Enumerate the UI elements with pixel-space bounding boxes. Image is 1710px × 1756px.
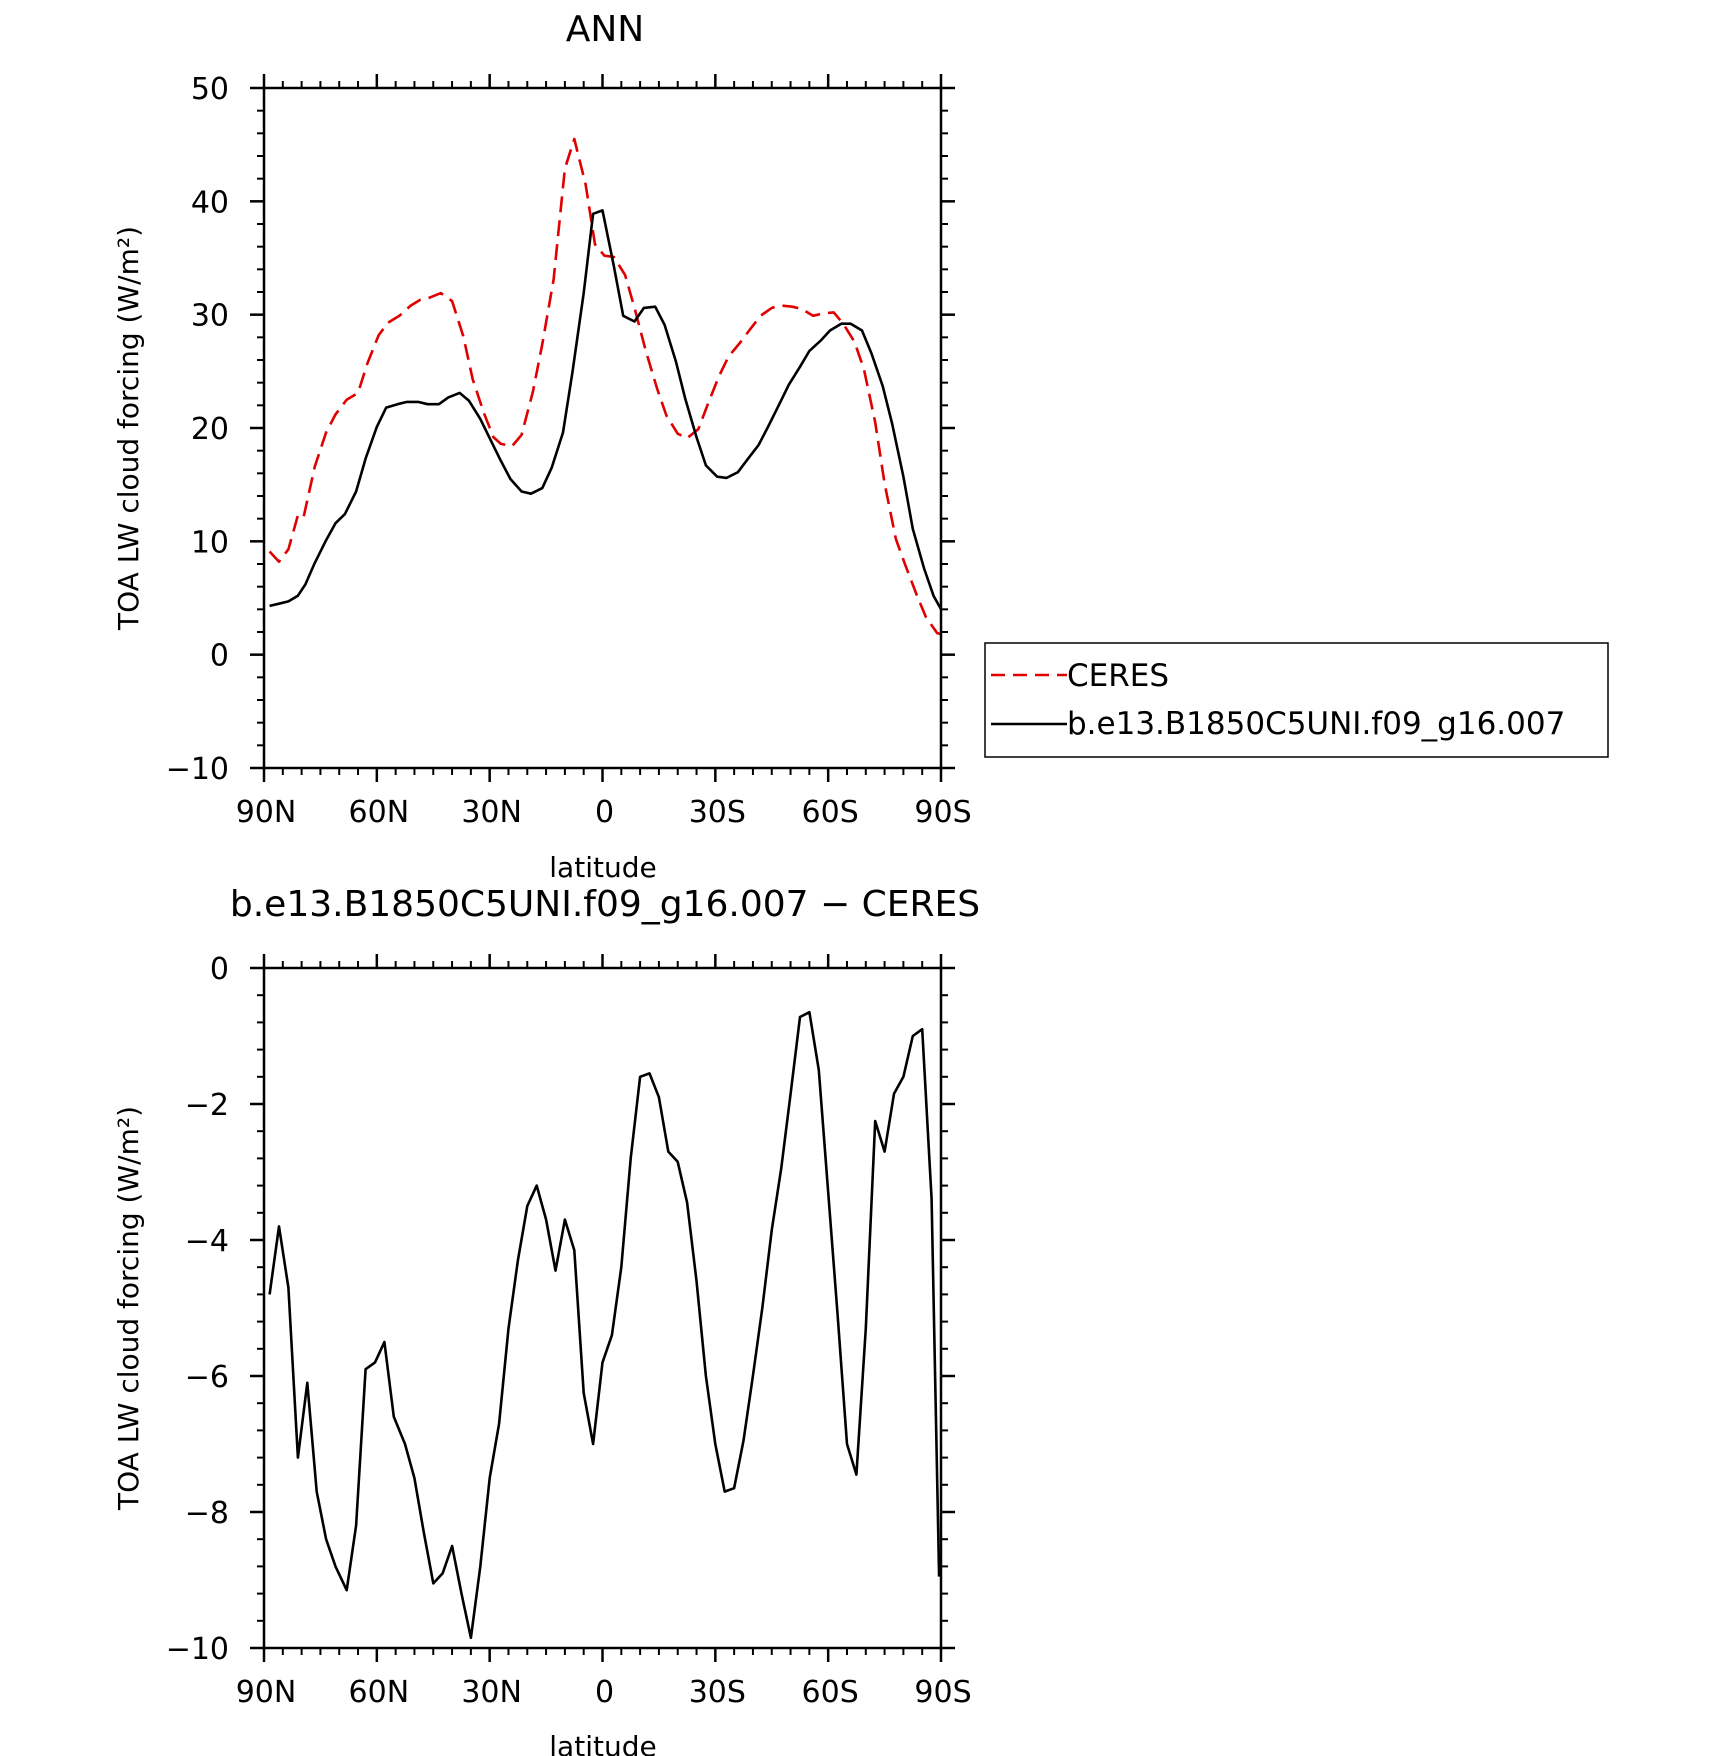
x-tick-label: 30S <box>689 795 746 830</box>
top-title: ANN <box>566 9 645 50</box>
x-tick-label: 0 <box>595 795 614 830</box>
y-tick-label: −4 <box>185 1224 229 1259</box>
y-tick-label: 0 <box>210 952 229 987</box>
series-line-ceres <box>268 137 941 636</box>
x-tick-label: 90N <box>236 1675 297 1710</box>
y-tick-label: 30 <box>191 299 229 334</box>
y-tick-label: 20 <box>191 412 229 447</box>
x-tick-label: 60N <box>349 795 410 830</box>
legend-label-ceres: CERES <box>1067 658 1169 694</box>
legend-label-model: b.e13.B1850C5UNI.f09_g16.007 <box>1067 706 1565 742</box>
y-tick-label: −2 <box>185 1088 229 1123</box>
series-line-b-e13-b1850c5uni-f09-g16-007 <box>269 209 941 612</box>
x-tick-label: 30N <box>461 795 522 830</box>
top-x-axis-label: latitude <box>549 851 656 884</box>
y-tick-label: 10 <box>191 525 229 560</box>
x-tick-label: 60S <box>802 795 859 830</box>
x-tick-label: 90S <box>914 795 971 830</box>
bottom-title: b.e13.B1850C5UNI.f09_g16.007 − CERES <box>230 884 980 925</box>
bottom-plot-frame <box>262 966 943 1650</box>
bottom-panel: b.e13.B1850C5UNI.f09_g16.007 − CERES 90N… <box>112 884 980 1756</box>
x-tick-label: 90S <box>914 1675 971 1710</box>
y-tick-label: 40 <box>191 185 229 220</box>
legend-box <box>984 642 1609 758</box>
bottom-y-axis-label: TOA LW cloud forcing (W/m²) <box>112 1106 145 1511</box>
y-tick-label: 0 <box>210 639 229 674</box>
x-tick-label: 90N <box>236 795 297 830</box>
y-tick-label: −8 <box>185 1496 229 1531</box>
y-tick-label: −10 <box>166 1632 229 1667</box>
bottom-x-axis-label: latitude <box>549 1730 656 1756</box>
x-tick-label: 60N <box>349 1675 410 1710</box>
top-plot-frame <box>262 86 943 770</box>
x-tick-label: 0 <box>595 1675 614 1710</box>
top-panel: ANN 90N 60N 30N 0 30S 60S 90S −10 0 10 20 30 40 50 l… <box>112 9 972 884</box>
y-tick-label: −6 <box>185 1360 229 1395</box>
y-tick-label: 50 <box>191 72 229 107</box>
series-line-difference <box>268 1010 941 1640</box>
top-y-axis-label: TOA LW cloud forcing (W/m²) <box>112 226 145 631</box>
y-tick-label: −10 <box>166 752 229 787</box>
legend: CERES b.e13.B1850C5UNI.f09_g16.007 <box>984 642 1609 758</box>
x-tick-label: 30S <box>689 1675 746 1710</box>
x-tick-label: 30N <box>461 1675 522 1710</box>
x-tick-label: 60S <box>802 1675 859 1710</box>
